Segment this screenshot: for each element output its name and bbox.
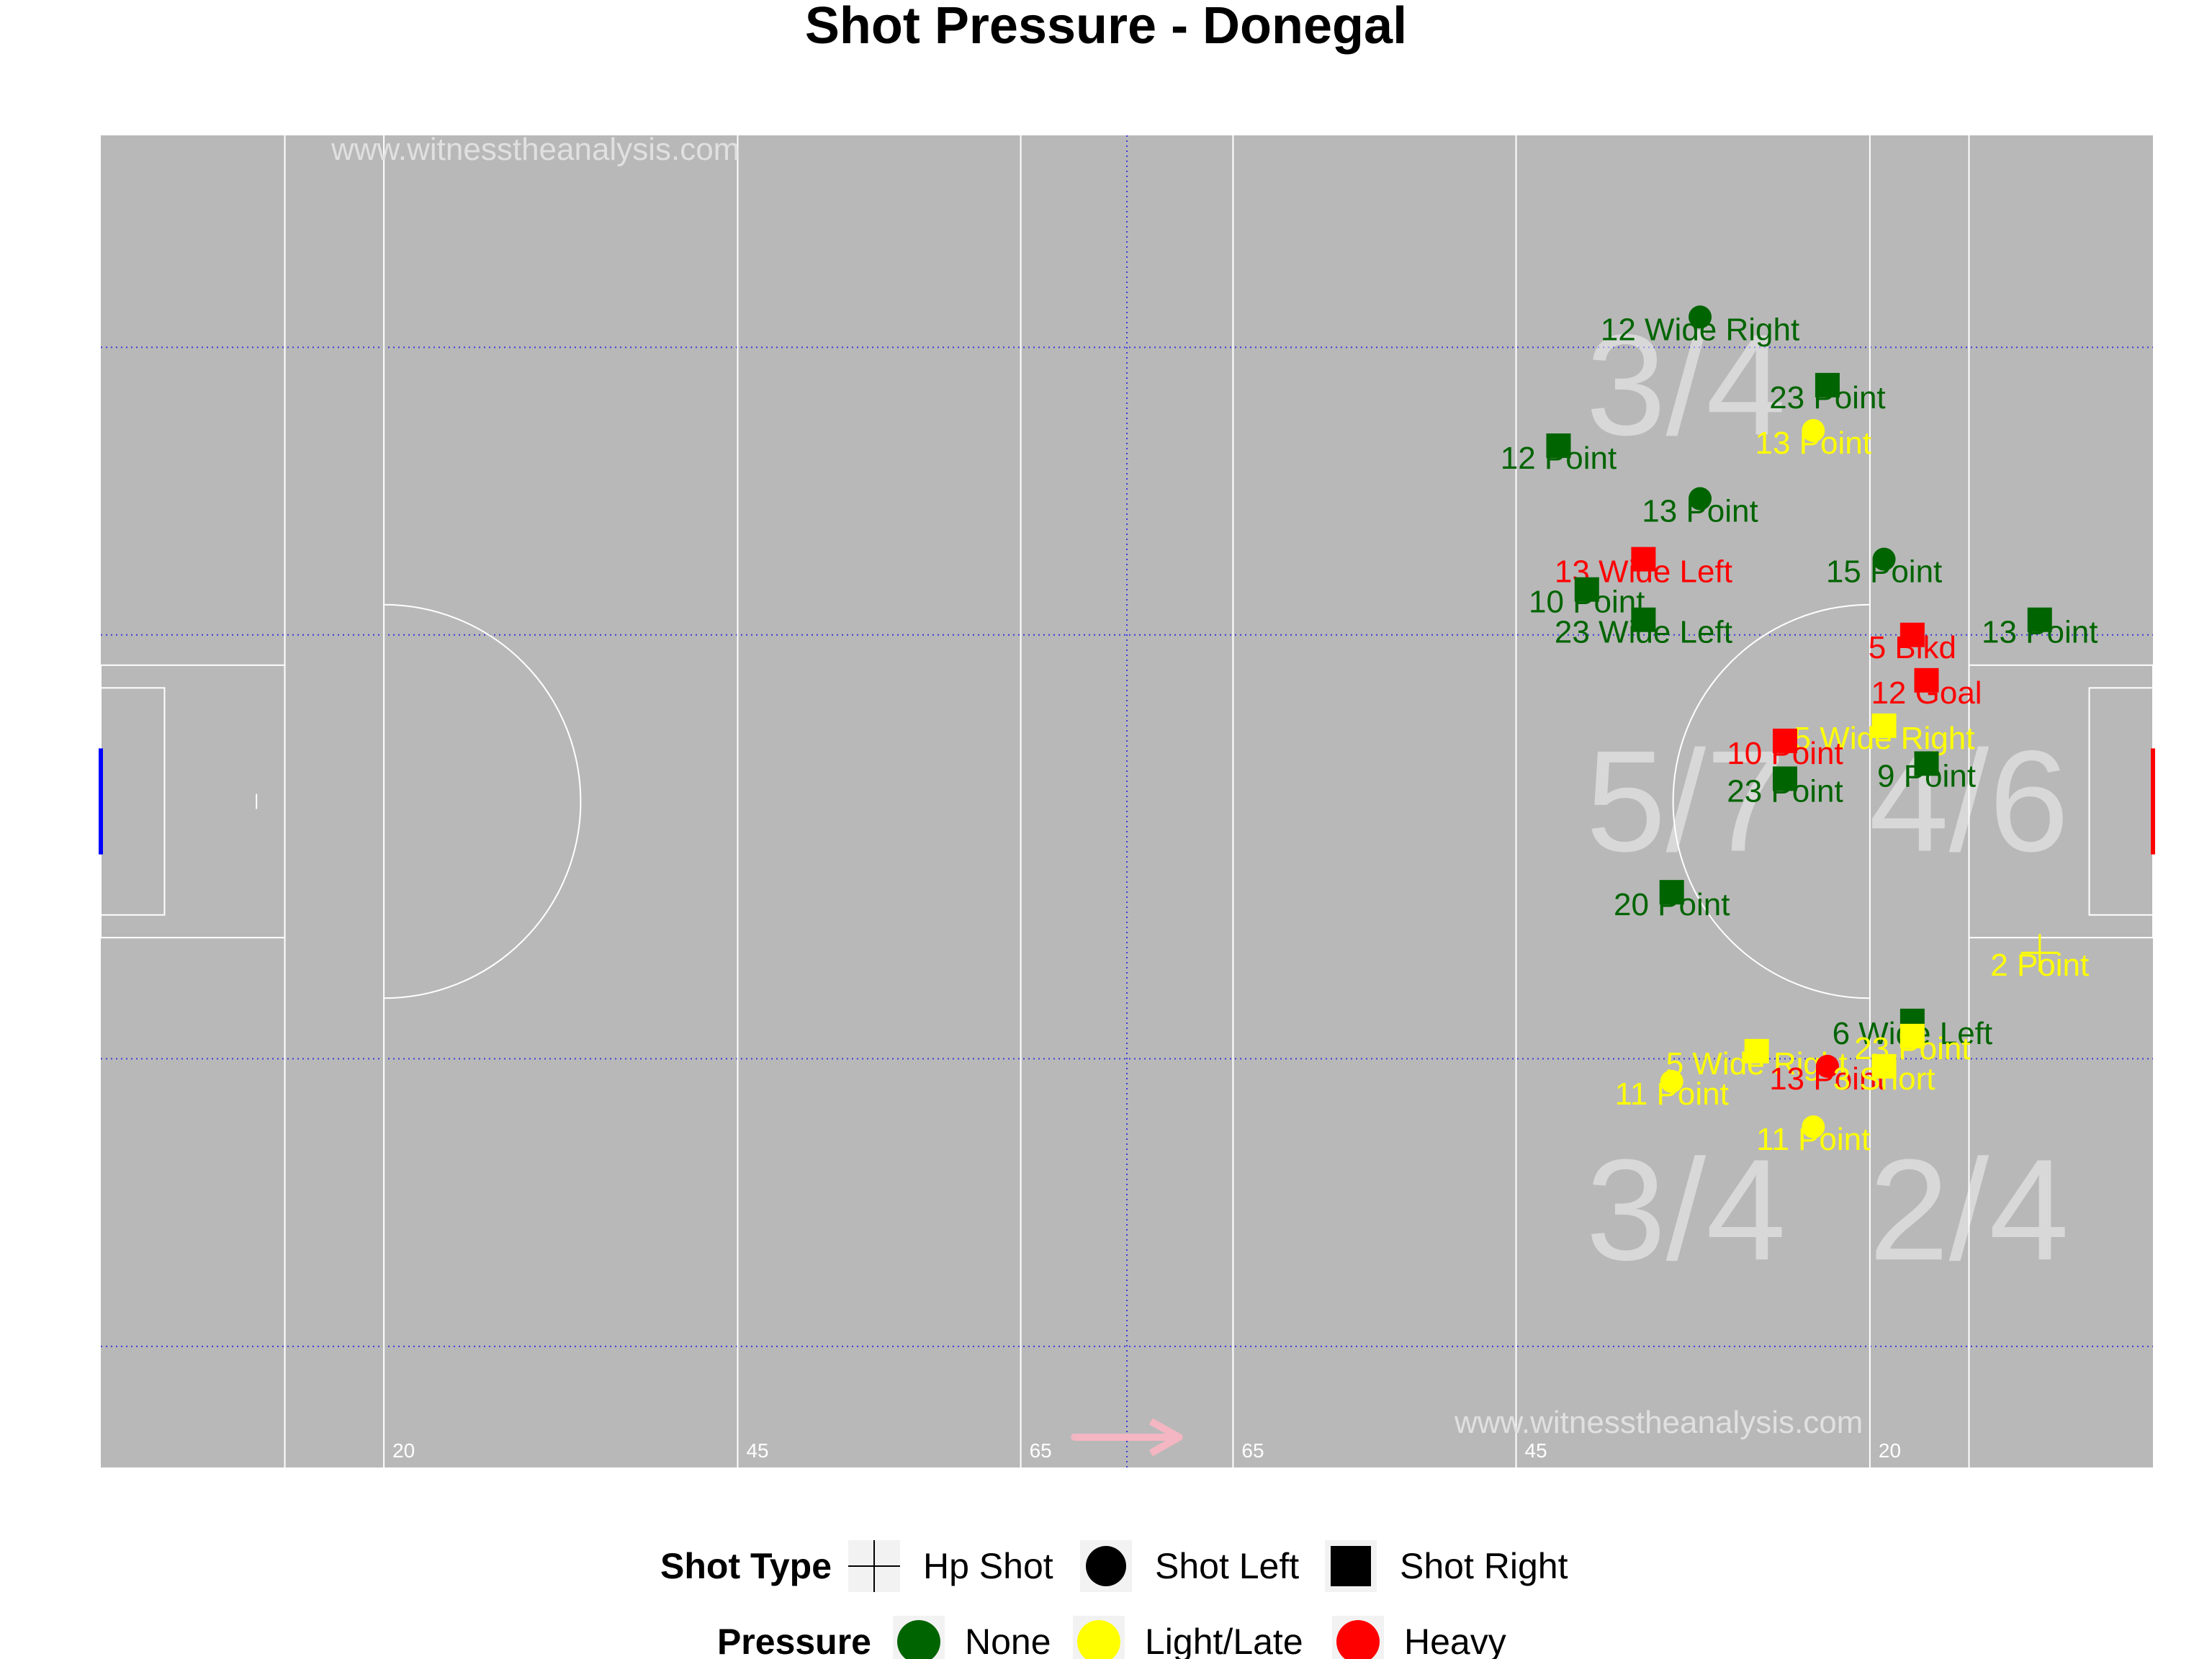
shot-label: 23 Wide Left [1555, 615, 1732, 650]
shot-right-point [1871, 1053, 1897, 1079]
distance-label: 65 [1030, 1439, 1052, 1462]
arc-left [384, 603, 582, 999]
shot-label: 2 Point [1990, 948, 2089, 983]
watermark: www.witnesstheanalysis.com [1454, 1405, 1863, 1440]
shot-label: 11 Point [1615, 1076, 1729, 1112]
shot-right-point [1772, 766, 1797, 791]
shot-label: 13 Point [1982, 615, 2098, 650]
shot-left-point [1802, 418, 1825, 442]
legend-pressure-icon [1077, 1620, 1120, 1659]
shot-left-point [1872, 547, 1896, 571]
shot-right-point [1772, 728, 1797, 753]
zone-label: 3/4 [1586, 305, 1786, 465]
shot-label: 12 Goal [1871, 675, 1982, 711]
watermark: www.witnesstheanalysis.com [331, 132, 739, 167]
shot-right-point [1899, 1023, 1925, 1048]
legend-entry-label: Light/Late [1145, 1622, 1303, 1659]
arc-right [1672, 603, 1870, 999]
shot-label: 12 Point [1501, 441, 1617, 476]
shot-left-point [1689, 305, 1712, 329]
shot-label: 13 Point [1755, 426, 1871, 461]
legend-title-pressure: Pressure [717, 1622, 871, 1659]
shot-label: 10 Point [1727, 736, 1843, 771]
shot-right-point [1914, 667, 1939, 693]
legend-entry-label: Shot Left [1155, 1546, 1299, 1586]
distance-label: 20 [1879, 1439, 1901, 1462]
shot-right-point [1574, 577, 1599, 602]
shot-label: 5 Wide Right [1794, 721, 1975, 756]
shot-left-point [1815, 1054, 1839, 1078]
zone-label: 5/7 [1586, 721, 1786, 882]
shot-right-point [1899, 622, 1925, 647]
legend-pressure-icon [1336, 1620, 1380, 1659]
legend-shot-left-icon [1086, 1546, 1126, 1586]
shot-label: 12 Wide Right [1601, 312, 1799, 347]
shot-left-point [1802, 1115, 1825, 1138]
direction-arrow-head [1148, 1418, 1183, 1457]
distance-label: 45 [1525, 1439, 1547, 1462]
legend-entry-label: Heavy [1404, 1622, 1506, 1659]
legend-hp-shot-icon [848, 1540, 900, 1592]
hp-shot-point [2020, 934, 2059, 972]
distance-label: 45 [746, 1439, 768, 1462]
zone-label: 4/6 [1869, 721, 2069, 882]
zone-label: 3/4 [1586, 1130, 1786, 1290]
shot-right-point [1631, 547, 1656, 572]
shot-label: 20 Point [1614, 887, 1730, 922]
legend-pressure-icon [897, 1620, 940, 1659]
distance-label: 20 [392, 1439, 415, 1462]
shot-right-point [1631, 607, 1656, 632]
shot-label: 23 Point [1727, 773, 1843, 809]
shot-right-point [1546, 433, 1571, 458]
shot-label: 13 Point [1769, 1061, 1885, 1097]
chart-title: Shot Pressure - Donegal [804, 0, 1408, 55]
shot-label: 13 Point [1642, 494, 1758, 529]
shot-label: 11 Point [1756, 1122, 1870, 1157]
legend-title-shot-type: Shot Type [660, 1546, 832, 1586]
shot-right-point [2027, 607, 2052, 632]
legend-entry-label: Shot Right [1400, 1546, 1568, 1586]
legend-entry-label: Hp Shot [923, 1546, 1053, 1586]
shot-right-point [1914, 751, 1939, 776]
shot-label: 10 Point [1529, 585, 1645, 620]
shot-left-point [1660, 1069, 1683, 1093]
shot-label: 23 Point [1769, 380, 1885, 415]
shot-right-point [1871, 713, 1897, 738]
shot-right-point [1659, 880, 1684, 905]
shot-left-point [1689, 487, 1712, 511]
shot-label: 3 Short [1833, 1061, 1936, 1097]
legend-entry-label: None [965, 1622, 1051, 1659]
legend-shot-right-icon [1331, 1546, 1371, 1586]
shot-label: 15 Point [1826, 554, 1942, 590]
shot-label: 5 Blkd [1869, 630, 1956, 665]
shot-right-point [1815, 372, 1840, 397]
shot-label: 9 Point [1877, 758, 1976, 793]
distance-label: 65 [1241, 1439, 1264, 1462]
zone-label: 2/4 [1869, 1130, 2069, 1290]
shot-right-point [1744, 1038, 1769, 1064]
